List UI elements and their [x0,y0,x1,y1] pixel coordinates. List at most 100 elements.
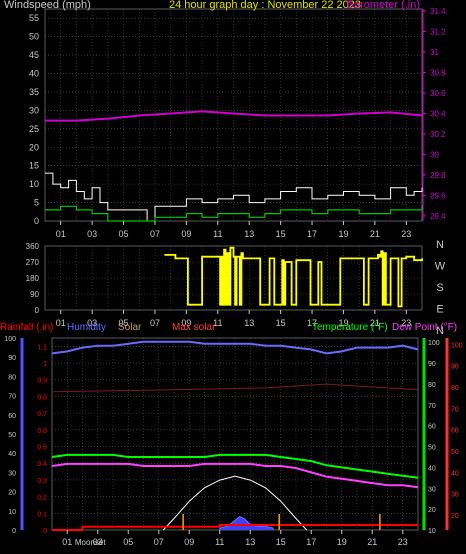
wind-x-tick-label: 23 [401,229,411,239]
direction-x-tick-label: 13 [244,318,254,328]
wind-gust-line [45,172,423,222]
rain-tick-label: 1.1 [37,344,47,351]
temperature-tick-label: 10 [428,528,436,535]
wind-tick-label: 50 [29,32,39,42]
weather-x-tick-label: 09 [184,537,194,547]
max-solar-label: Max solar [172,322,216,333]
direction-tick-label: 0 [35,306,40,315]
dewpoint-tick-label: 20 [451,513,459,520]
humidity-tick-label: 30 [8,470,16,477]
humidity-tick-label: 40 [8,451,16,458]
wind-x-tick-label: 15 [276,229,286,239]
weather-x-tick-label: 01 [62,537,72,547]
direction-tick-label: 270 [26,258,40,267]
rain-tick-label: 0.6 [37,428,47,435]
humidity-tick-label: 0 [12,528,16,535]
direction-x-tick-label: 17 [307,318,317,328]
baro-tick-label: 30.4 [430,109,446,118]
wind-tick-label: 20 [29,142,39,152]
direction-x-tick-label: 15 [276,318,286,328]
max-solar-reference-line [51,383,419,393]
wind-tick-label: 30 [29,105,39,115]
dewpoint-tick-label: 30 [451,492,459,499]
max-solar-line [162,475,308,531]
wind-tick-label: 45 [29,50,39,60]
moonset-label: Moonset [75,538,106,547]
dewpoint-tick-label: 90 [451,364,459,371]
rain-tick-label: 0.1 [37,511,47,518]
rain-tick-label: 1 [43,361,47,368]
compass-label: N [436,325,444,337]
direction-x-tick-label: 21 [370,318,380,328]
weather-x-tick-label: 19 [337,537,347,547]
compass-label: W [435,261,446,273]
humidity-tick-label: 60 [8,413,16,420]
wind-tick-label: 25 [29,124,39,134]
humidity-tick-label: 100 [4,336,16,343]
weather-x-tick-label: 11 [215,537,224,547]
wind-x-tick-label: 09 [181,229,191,239]
baro-tick-label: 29.6 [430,191,446,200]
rain-tick-label: 0.9 [37,378,47,385]
dewpoint-tick-label: 70 [451,406,459,413]
dewpoint-tick-label: 80 [451,385,459,392]
rain-tick-label: 0.5 [37,445,47,452]
wind-tick-label: 55 [29,13,39,23]
dewpoint-tick-label: 40 [451,470,459,477]
wind-x-tick-label: 11 [213,229,222,239]
direction-tick-label: 360 [26,242,40,251]
direction-x-tick-label: 07 [150,318,160,328]
rain-tick-label: 0 [43,528,47,535]
baro-tick-label: 29.8 [430,171,446,180]
wind-direction-line [164,246,423,308]
temperature-tick-label: 80 [428,382,436,389]
baro-tick-label: 30.8 [430,68,446,77]
wind-tick-label: 40 [29,69,39,79]
compass-label: N [436,239,444,251]
direction-x-tick-label: 01 [56,318,66,328]
humidity-tick-label: 90 [8,355,16,362]
rain-tick-label: 0.8 [37,394,47,401]
baro-tick-label: 31.4 [430,7,446,16]
barometer-axis-title: Barometer (.in) [347,0,420,11]
wind-x-tick-label: 03 [87,229,97,239]
direction-x-tick-label: 09 [181,318,191,328]
wind-x-tick-label: 01 [56,229,66,239]
weather-x-tick-label: 13 [245,537,255,547]
temperature-tick-label: 90 [428,361,436,368]
wind-tick-label: 0 [34,216,39,226]
direction-x-tick-label: 11 [213,318,222,328]
baro-tick-label: 29.4 [430,212,446,221]
weather-x-tick-label: 07 [154,537,164,547]
weather-x-tick-label: 21 [367,537,377,547]
direction-x-tick-label: 19 [338,318,348,328]
temperature-tick-label: 50 [428,445,436,452]
baro-tick-label: 30.2 [430,130,446,139]
rainfall-line [52,524,418,531]
humidity-tick-label: 70 [8,394,16,401]
wind-x-tick-label: 17 [307,229,317,239]
weather-x-tick-label: 23 [398,537,408,547]
rain-tick-label: 0.4 [37,461,47,468]
dewpoint-line [51,462,419,489]
wind-x-tick-label: 05 [119,229,129,239]
direction-x-tick-label: 03 [87,318,97,328]
dewpoint-label: Dew Point (°F) [392,322,457,333]
rain-tick-label: 0.3 [37,478,47,485]
wind-tick-label: 10 [29,179,39,189]
wind-x-tick-label: 07 [150,229,160,239]
direction-tick-label: 90 [30,290,39,299]
temperature-tick-label: 70 [428,403,436,410]
baro-tick-label: 31.2 [430,28,446,37]
rain-tick-label: 0.2 [37,495,47,502]
baro-tick-label: 31 [430,48,439,57]
rainfall-label: Rainfall (.in) [0,322,53,333]
temperature-tick-label: 60 [428,424,436,431]
dewpoint-tick-label: 60 [451,428,459,435]
weather-x-tick-label: 17 [306,537,316,547]
wind-tick-label: 15 [29,161,39,171]
rain-tick-label: 0.7 [37,411,47,418]
humidity-tick-label: 10 [8,509,16,516]
wind-tick-label: 35 [29,87,39,97]
